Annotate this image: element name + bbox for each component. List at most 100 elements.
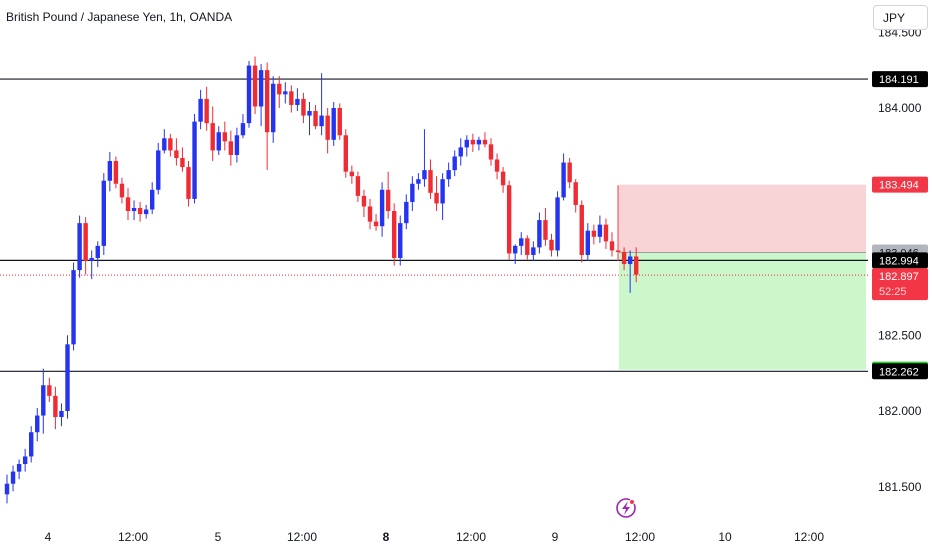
candle [137,201,143,222]
candle-body [65,344,70,411]
candle-body [89,257,94,262]
candle [603,218,609,249]
candle-body [543,220,548,240]
candle-body [361,195,367,207]
candle [95,241,100,268]
candle [476,136,482,151]
candle [331,101,336,146]
candle-body [271,83,276,133]
candle-body [585,230,590,255]
candle [83,217,88,275]
candle [150,182,155,215]
candle-body [83,223,88,262]
candle-body [513,245,518,254]
candle-body [210,123,215,151]
candle [561,153,566,201]
candle [162,129,167,154]
candle [289,85,294,113]
time-tick-label: 8 [383,530,390,544]
candle [361,189,367,218]
candle-body [307,111,312,116]
price-tag-bg [872,252,928,269]
candle [301,92,306,124]
candle-body [289,91,294,105]
candle-body [150,189,155,210]
candle [53,386,58,430]
time-tick-label: 12:00 [287,530,317,544]
candle-body [198,98,203,122]
candle-body [29,432,34,457]
candle [192,114,197,204]
candles [4,56,639,504]
candle-body [373,221,379,227]
time-tick-label: 12:00 [625,530,655,544]
candle-body [537,220,542,248]
candle [59,403,64,427]
candle-body [416,179,421,184]
candle [222,121,227,151]
bolt-icon[interactable] [616,498,636,518]
candle-body [174,150,179,158]
candle-body [470,139,476,145]
price-tag-text: 184.191 [879,74,919,86]
candle [585,223,590,262]
candle-body [634,256,639,275]
candle-body [422,170,427,180]
candle-body [621,251,627,265]
candle-body [137,207,143,215]
price-tick-label: 181.500 [878,480,922,494]
currency-button[interactable]: JPY [873,5,928,30]
time-tick-label: 12:00 [456,530,486,544]
candle-body [295,98,300,105]
time-tick-label: 12:00 [118,530,148,544]
candle [101,173,106,255]
candle [428,159,433,199]
candle-body [258,70,264,107]
candle [180,147,185,172]
time-axis[interactable]: 4 12:00 5 12:00 8 12:00 9 12:00 10 12:00 [45,530,825,544]
position-zones [619,184,866,370]
candle-body [4,483,10,495]
price-tag-level: 182.994 [872,252,928,269]
candle-body [101,180,106,246]
price-tag-text: 182.994 [879,255,919,267]
candle [252,56,258,115]
candle [29,426,34,463]
price-tag-stop: 183.494 [872,176,928,193]
candle [513,244,518,265]
candle-body [107,161,113,181]
candle [488,138,494,166]
candle-body [458,147,463,157]
candle-body [573,182,578,205]
candle [579,200,584,263]
candle [10,465,16,492]
candle-body [41,385,46,416]
candle [343,129,348,178]
candle-body [609,241,615,251]
candle [295,88,300,112]
candle-body [47,385,52,396]
candle [494,153,500,180]
symbol-title: British Pound / Japanese Yen, 1h, OANDA [6,10,233,24]
candle-body [131,207,137,212]
candle [107,151,113,192]
price-tag-bg [872,268,928,301]
candle [410,176,415,212]
candle [35,407,40,442]
candle [634,247,639,283]
candle [271,76,276,143]
candle [210,106,215,162]
candle [337,103,342,140]
candle [531,241,536,262]
target-zone [619,252,866,370]
candle-body [561,162,566,198]
price-tag-text: 182.262 [879,366,919,378]
candle [392,203,397,266]
candle-body [71,270,76,345]
candle [125,188,131,221]
candle [367,198,373,230]
candle-body [325,115,330,140]
candle-body [506,185,512,254]
candle-body [379,189,385,227]
